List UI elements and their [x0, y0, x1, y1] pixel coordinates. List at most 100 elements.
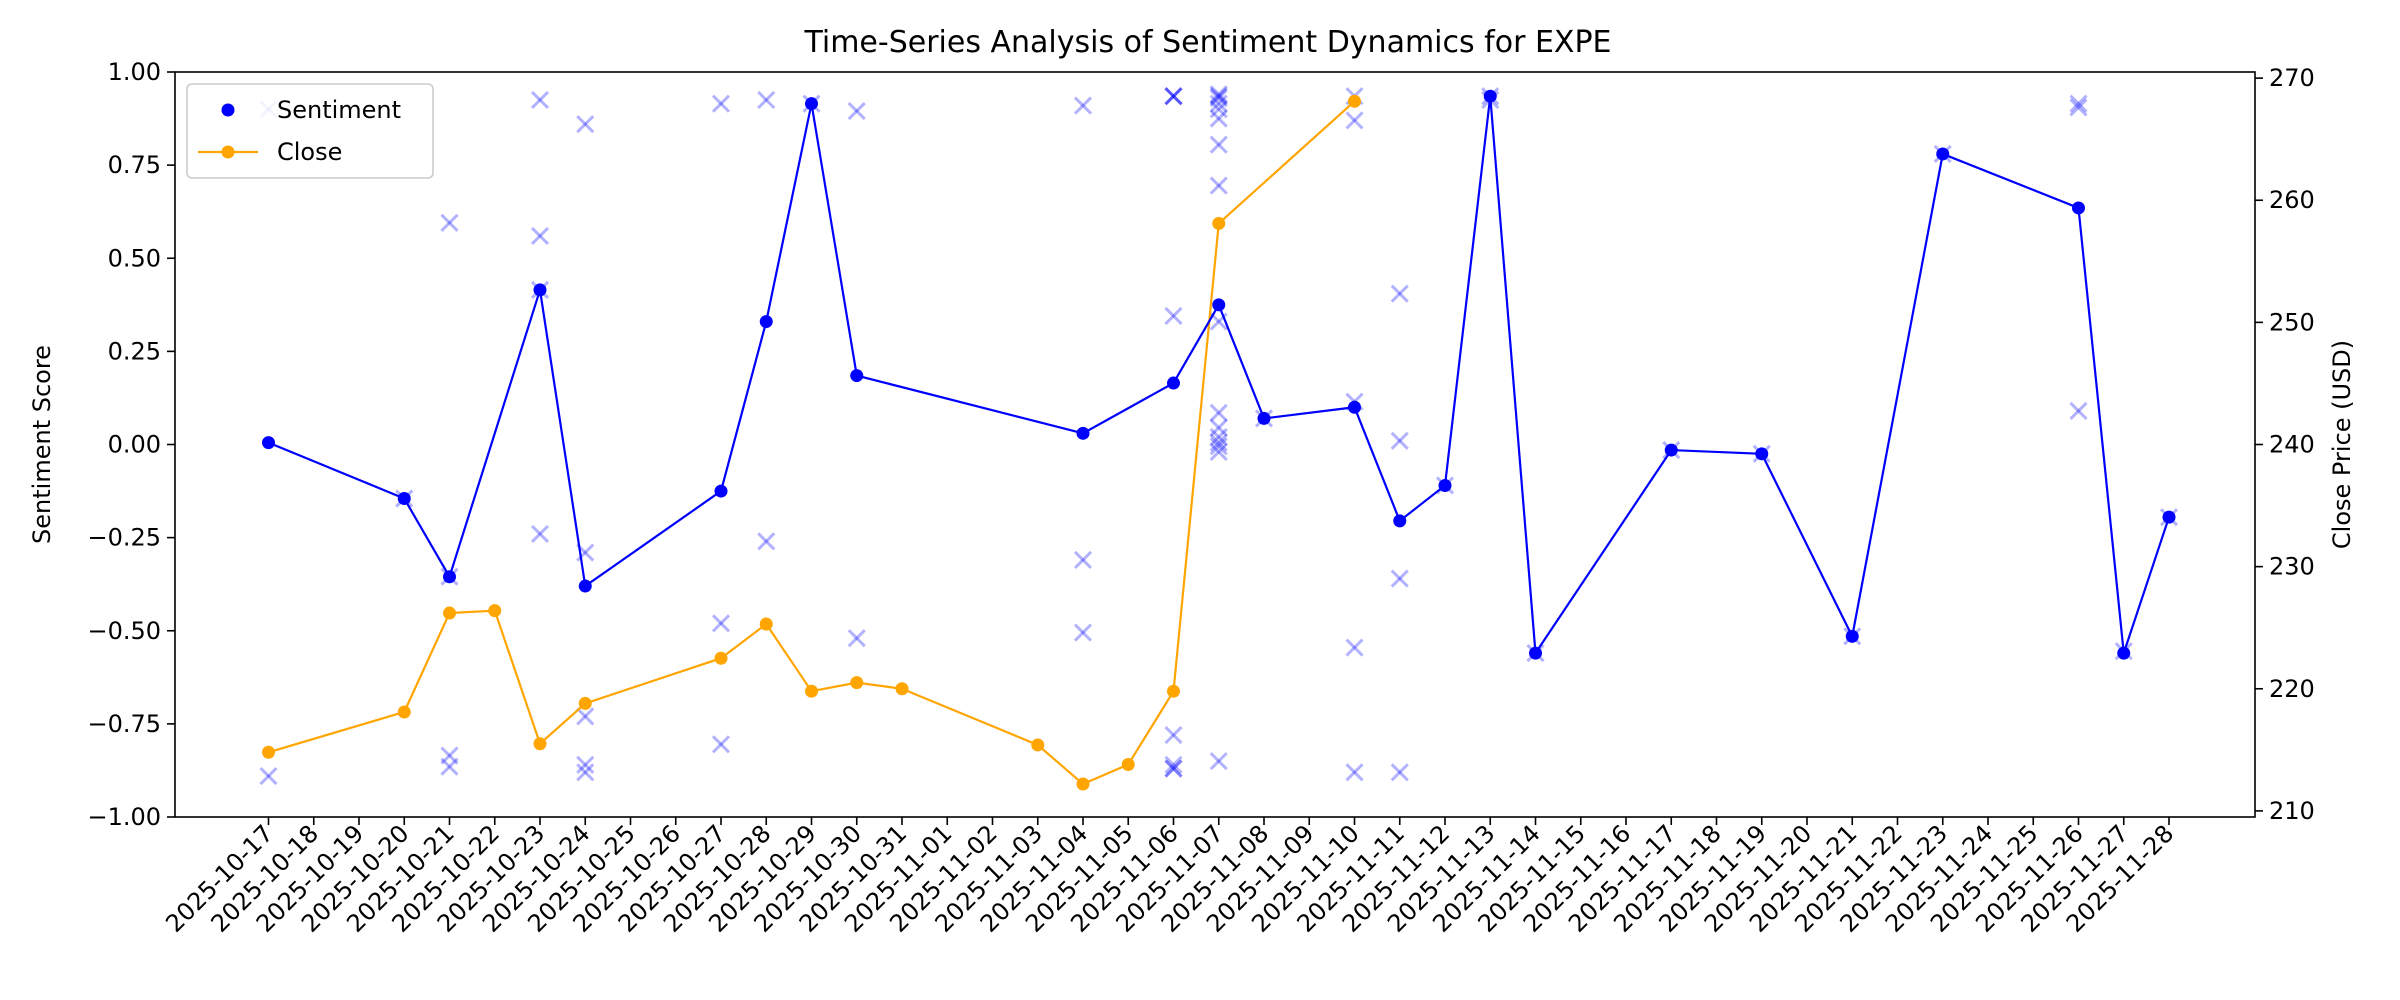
close-point	[759, 617, 773, 631]
sentiment-point	[1393, 514, 1407, 528]
scatter-point	[1345, 111, 1364, 130]
sentiment-point	[1483, 89, 1497, 103]
scatter-point	[2069, 401, 2088, 421]
scatter-point	[2069, 94, 2088, 113]
scatter-point	[711, 735, 731, 754]
close-point	[895, 682, 909, 696]
close-point	[1167, 684, 1180, 698]
sentiment-point	[714, 484, 728, 498]
legend-close-marker	[221, 145, 235, 159]
sentiment-point	[262, 436, 275, 450]
scatter-point	[1209, 100, 1228, 119]
y-tick-label: 1.00	[108, 58, 161, 86]
sentiment-series	[262, 89, 2176, 660]
close-point	[578, 696, 592, 710]
sentiment-point	[1167, 376, 1180, 390]
sentiment-point	[2072, 201, 2085, 215]
scatter-point	[711, 614, 731, 633]
scatter-point	[1209, 109, 1228, 128]
scatter-point	[530, 226, 550, 245]
scatter-point	[259, 766, 278, 786]
scatter-point	[1164, 87, 1183, 106]
scatter-point	[1209, 87, 1228, 106]
scatter-point	[1209, 442, 1228, 462]
scatter-point	[847, 629, 866, 648]
scatter-point	[1209, 752, 1228, 771]
scatter-point	[530, 90, 550, 109]
x-axis: 2025-10-172025-10-182025-10-192025-10-20…	[160, 817, 2179, 938]
sentiment-point	[1257, 411, 1271, 425]
scatter-point	[1164, 759, 1183, 778]
sentiment-point	[2117, 646, 2131, 660]
sentiment-point	[1755, 447, 1769, 461]
scatter-point	[1390, 763, 1409, 782]
legend: Sentiment Close	[186, 83, 434, 179]
scatter-point	[530, 524, 550, 543]
sentiment-point	[1212, 298, 1226, 312]
legend-sentiment-label: Sentiment	[277, 96, 401, 124]
close-point	[1121, 757, 1135, 771]
scatter-point	[1073, 550, 1093, 570]
scatter-point	[576, 707, 595, 726]
scatter-point	[1209, 89, 1228, 108]
close-point	[443, 606, 456, 620]
scatter-point	[1164, 759, 1183, 778]
scatter-point	[1164, 755, 1183, 774]
scatter-point	[440, 746, 459, 765]
sentiment-point	[759, 315, 773, 329]
y2-tick-label: 220	[2269, 675, 2315, 703]
y-tick-label: 0.50	[108, 244, 161, 272]
scatter-point	[1390, 284, 1409, 303]
y-tick-label: −0.75	[87, 710, 161, 738]
close-point	[1348, 94, 1361, 108]
scatter-point	[440, 757, 459, 776]
chart-title: Time-Series Analysis of Sentiment Dynami…	[803, 25, 1611, 60]
close-point	[488, 604, 502, 618]
y2-tick-label: 240	[2269, 431, 2315, 459]
scatter-point	[576, 763, 595, 782]
scatter-point	[757, 532, 776, 551]
close-point	[714, 651, 728, 665]
sentiment-point	[578, 579, 592, 593]
scatter-point	[1390, 431, 1409, 450]
y-axis-title: Sentiment Score	[28, 345, 56, 544]
scatter-point	[1073, 623, 1093, 642]
y2-tick-label: 270	[2269, 64, 2315, 92]
scatter-point	[1345, 638, 1364, 657]
y-tick-label: −1.00	[87, 803, 161, 831]
sentiment-point	[1438, 478, 1452, 492]
right-y-axis: 270 260 250 240 230 220 210	[2255, 64, 2315, 825]
close-point	[850, 676, 864, 690]
scatter-point	[847, 102, 866, 121]
scatter-point	[1209, 176, 1228, 195]
scatter-point	[1209, 427, 1228, 447]
y2-axis-title: Close Price (USD)	[2328, 340, 2356, 549]
scatter-point	[1209, 433, 1228, 452]
scatter-point	[1345, 763, 1364, 782]
y2-tick-label: 230	[2269, 553, 2315, 581]
y2-tick-label: 250	[2269, 308, 2315, 336]
scatter-point	[576, 115, 595, 134]
legend-sentiment-marker	[221, 103, 235, 117]
scatter-point	[1073, 96, 1093, 115]
sentiment-point	[1529, 646, 1542, 660]
close-point	[1212, 216, 1226, 230]
y-tick-label: 0.25	[108, 337, 161, 365]
scatter-point	[440, 213, 459, 232]
y-tick-label: −0.25	[87, 524, 161, 552]
y-tick-label: 0.75	[108, 151, 161, 179]
scatter-point	[576, 755, 595, 774]
left-y-axis: 1.00 0.75 0.50 0.25 0.00 −0.25 −0.50 −0.75 −1.00	[87, 58, 175, 831]
scatter-point	[2069, 98, 2088, 117]
legend-frame	[186, 83, 434, 179]
scatter-point	[1164, 87, 1183, 106]
close-point	[533, 737, 547, 751]
sentiment-point	[1845, 629, 1859, 643]
legend-close-label: Close	[277, 138, 342, 166]
sentiment-point	[805, 97, 818, 111]
scatter-point	[1209, 135, 1228, 154]
y2-tick-label: 260	[2269, 186, 2315, 214]
close-point	[1076, 777, 1090, 791]
scatter-point	[1209, 437, 1228, 456]
y-tick-label: −0.50	[87, 617, 161, 645]
